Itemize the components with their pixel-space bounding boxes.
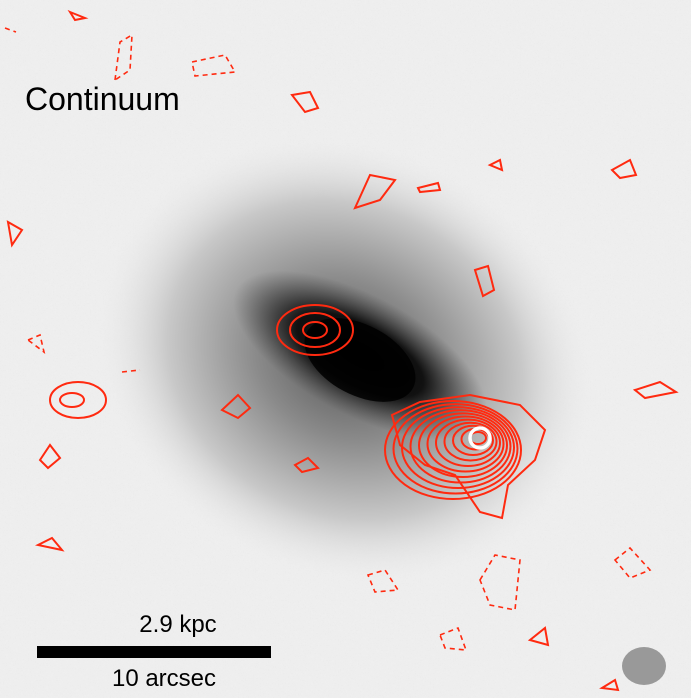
contour <box>610 158 638 180</box>
contour <box>452 424 494 456</box>
scale-bar-angular: 10 arcsec <box>112 665 216 692</box>
contour <box>632 380 679 400</box>
contour <box>302 321 328 339</box>
galaxy-core <box>304 318 416 402</box>
contour <box>67 9 89 22</box>
contour <box>289 312 341 348</box>
source-marker <box>468 426 492 450</box>
contour <box>49 381 107 419</box>
dashed-contour <box>438 626 468 651</box>
contour <box>416 181 442 194</box>
contour <box>392 403 519 495</box>
beam <box>622 647 666 685</box>
contour <box>293 456 320 474</box>
contour <box>38 443 62 470</box>
contour <box>599 678 620 692</box>
contour <box>418 412 508 479</box>
contour <box>290 90 320 114</box>
contour <box>487 158 504 172</box>
dashed-contour <box>366 569 400 593</box>
contour <box>276 304 354 356</box>
panel-label: Continuum <box>25 81 180 117</box>
dashed-contour <box>613 546 652 579</box>
contour <box>6 220 24 248</box>
dashed-contour <box>113 33 133 82</box>
contour <box>390 393 547 520</box>
contour <box>527 626 550 647</box>
contour <box>34 536 65 552</box>
scale-bar-physical: 2.9 kpc <box>139 611 216 638</box>
contour <box>353 173 397 210</box>
dashed-contour <box>191 54 237 77</box>
contour <box>443 421 498 462</box>
dashed-contour <box>121 369 141 373</box>
scale-bar <box>37 646 271 658</box>
contour <box>384 400 522 500</box>
contour <box>426 415 505 473</box>
contour <box>435 418 501 467</box>
dashed-contour <box>26 333 46 354</box>
contour <box>220 393 252 420</box>
contour <box>59 392 85 408</box>
contour <box>473 264 496 298</box>
dashed-contour <box>4 27 17 33</box>
